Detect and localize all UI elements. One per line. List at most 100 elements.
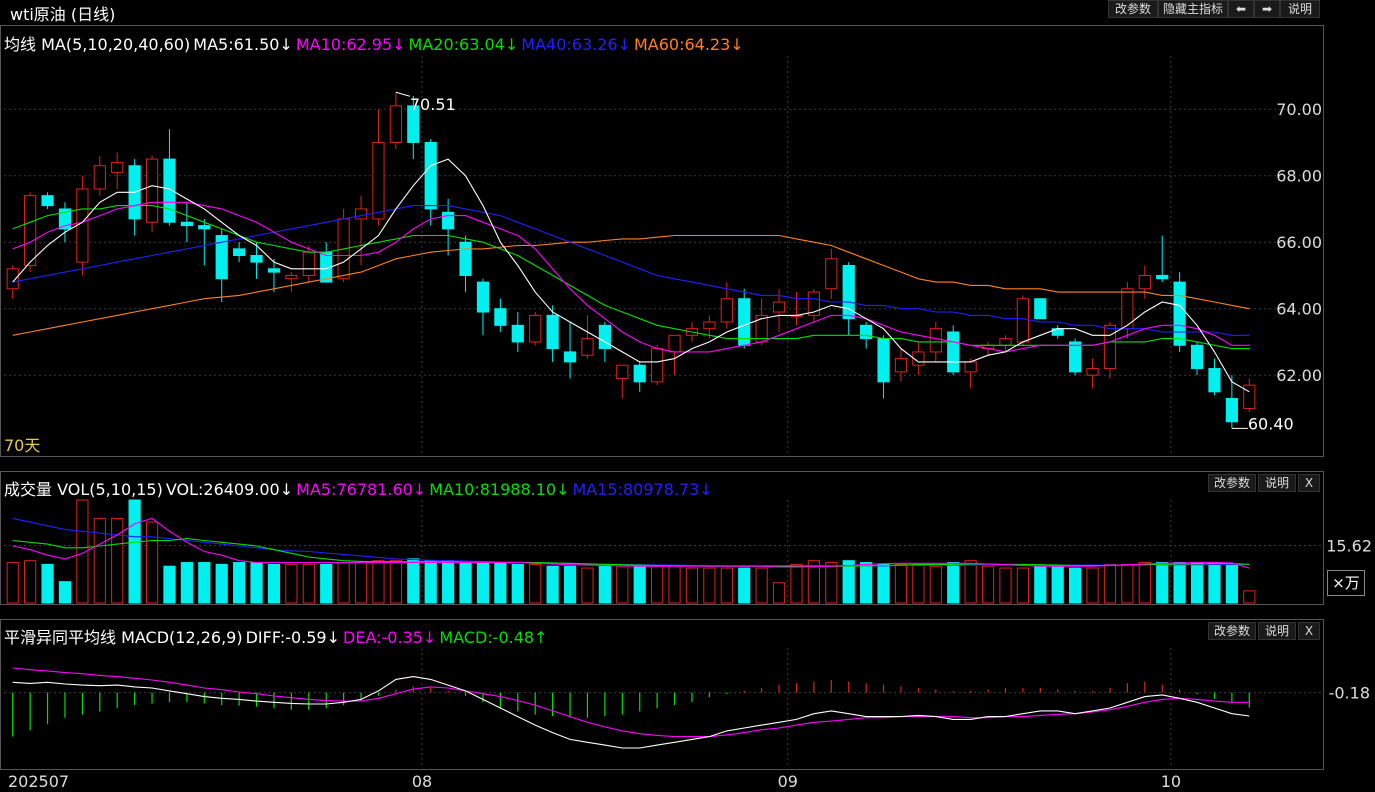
volume-bar [180, 562, 193, 604]
candle-body [459, 241, 472, 276]
macd-params-button[interactable]: 改参数 [1208, 622, 1256, 640]
volume-bar [41, 563, 54, 604]
candle [720, 282, 733, 329]
volume-bar [546, 565, 559, 604]
candle-body [1086, 368, 1099, 376]
volume-bar [1156, 562, 1169, 604]
candle [128, 159, 141, 236]
ma20-value: MA20:63.04↓ [408, 35, 519, 54]
candle [459, 235, 472, 293]
candle [285, 272, 298, 293]
candle-body [1138, 274, 1151, 290]
vol-ma10-value: MA10:81988.10↓ [429, 480, 570, 499]
candle [511, 312, 524, 352]
price-tick-label: 62.00 [1276, 366, 1322, 385]
candle-body [494, 308, 507, 326]
volume-bar [1016, 567, 1029, 604]
candle [1243, 378, 1256, 412]
prev-arrow-button[interactable]: ⬅ [1228, 0, 1254, 18]
volume-bar [442, 560, 455, 604]
candle-body [807, 291, 820, 316]
volume-bar [999, 567, 1012, 604]
volume-bar [372, 560, 385, 604]
volume-bar [964, 560, 977, 604]
volume-bar [6, 562, 19, 604]
change-params-button[interactable]: 改参数 [1108, 0, 1158, 18]
volume-bar [1190, 562, 1204, 604]
candle [215, 228, 228, 303]
next-arrow-button[interactable]: ➡ [1254, 0, 1280, 18]
macd-tick-label: -0.18 [1329, 684, 1370, 703]
candle-body [302, 251, 315, 276]
candle-body [1173, 281, 1186, 346]
vol-help-button[interactable]: 说明 [1258, 474, 1296, 492]
volume-bar [1051, 565, 1064, 604]
volume-bar [250, 562, 263, 604]
price-tick-label: 68.00 [1276, 167, 1322, 186]
candle-body [372, 141, 385, 220]
candle [111, 152, 124, 189]
candle-body [1034, 298, 1047, 320]
volume-bar [703, 567, 716, 604]
candle [546, 305, 559, 362]
volume-bar [407, 558, 420, 604]
volume-bar [1121, 563, 1134, 604]
candle-body [912, 351, 925, 366]
vol-params-button[interactable]: 改参数 [1208, 474, 1256, 492]
candle [93, 155, 106, 196]
panel-frame [0, 619, 1324, 770]
vol-unit-label: ×万 [1327, 570, 1365, 596]
candle [58, 202, 72, 243]
candle [372, 109, 385, 226]
high-price-label: 70.51 [410, 95, 456, 114]
candle-body [24, 195, 37, 266]
volume-bar [877, 563, 890, 604]
vol-tick-label: 15.62 [1326, 537, 1372, 556]
high-marker-line [395, 91, 411, 97]
help-button[interactable]: 说明 [1280, 0, 1320, 18]
ma5-line [12, 158, 1250, 393]
candle-body [563, 351, 577, 363]
panel-frame [0, 25, 1324, 457]
candle-body [546, 314, 559, 350]
candle-body [894, 358, 908, 373]
candle-body [285, 274, 298, 280]
candle [1034, 298, 1047, 320]
volume-bar [947, 562, 960, 604]
candle-body [1156, 274, 1169, 280]
ma-legend: 均线 MA(5,10,20,40,60) MA5:61.50↓ MA10:62.95… [4, 31, 747, 55]
candle-body [145, 158, 159, 223]
candle-body [424, 141, 437, 210]
candle-body [929, 328, 942, 353]
candle-body [947, 331, 960, 373]
macd-help-button[interactable]: 说明 [1258, 622, 1296, 640]
vol-ma5-value: MA5:76781.60↓ [296, 480, 427, 499]
volume-bar [755, 567, 768, 604]
volume-bar [1034, 565, 1047, 604]
panel-frame [0, 471, 1324, 605]
candle-body [93, 165, 106, 190]
candle [912, 341, 925, 376]
candle [633, 361, 646, 392]
candle-body [1016, 298, 1029, 343]
macd-close-button[interactable]: X [1298, 622, 1320, 640]
candle-body [633, 364, 646, 383]
candle-body [1243, 384, 1256, 409]
volume-bar [198, 562, 211, 604]
macd-diff-value: DIFF:-0.59↓ [245, 628, 341, 647]
hide-main-indicator-button[interactable]: 隐藏主指标 [1158, 0, 1228, 18]
volume-bar [790, 563, 803, 604]
candle [1208, 358, 1221, 396]
macd-legend: 平滑异同平均线 MACD(12,26,9) DIFF:-0.59↓ DEA:-0.3… [4, 624, 550, 648]
candle-body [1225, 397, 1238, 423]
volume-bar [76, 499, 89, 604]
candle-body [668, 334, 681, 353]
candle-body [58, 208, 72, 230]
candle [1016, 295, 1029, 346]
volume-bar [233, 562, 246, 604]
candle [581, 315, 594, 359]
vol-close-button[interactable]: X [1298, 474, 1320, 492]
volume-bar [58, 581, 72, 604]
candle-body [233, 248, 246, 257]
